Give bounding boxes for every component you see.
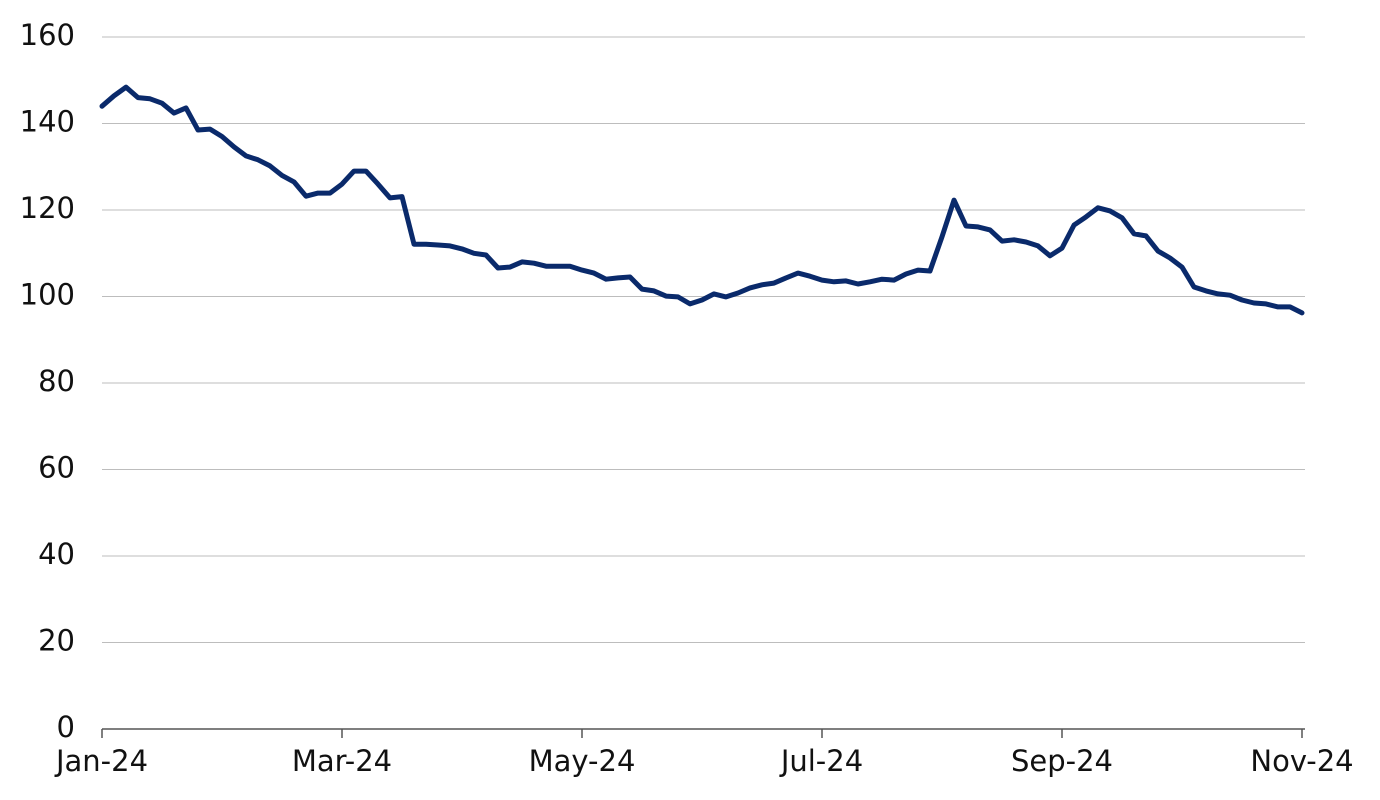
y-tick-label: 100 bbox=[20, 278, 75, 312]
y-tick-label: 0 bbox=[57, 710, 75, 744]
y-tick-label: 80 bbox=[38, 364, 75, 398]
y-tick-label: 120 bbox=[20, 191, 75, 225]
y-tick-label: 40 bbox=[38, 537, 75, 571]
x-tick-label: Jul-24 bbox=[779, 744, 863, 778]
y-tick-label: 160 bbox=[20, 18, 75, 52]
x-tick-label: Mar-24 bbox=[292, 744, 392, 778]
data-line bbox=[99, 84, 1305, 316]
x-tick-label: Nov-24 bbox=[1250, 744, 1353, 778]
y-tick-label: 20 bbox=[38, 624, 75, 658]
x-tick-label: May-24 bbox=[529, 744, 636, 778]
x-tick-label: Jan-24 bbox=[54, 744, 148, 778]
y-tick-label: 60 bbox=[38, 451, 75, 485]
y-tick-label: 140 bbox=[20, 105, 75, 139]
x-tick-label: Sep-24 bbox=[1011, 744, 1113, 778]
